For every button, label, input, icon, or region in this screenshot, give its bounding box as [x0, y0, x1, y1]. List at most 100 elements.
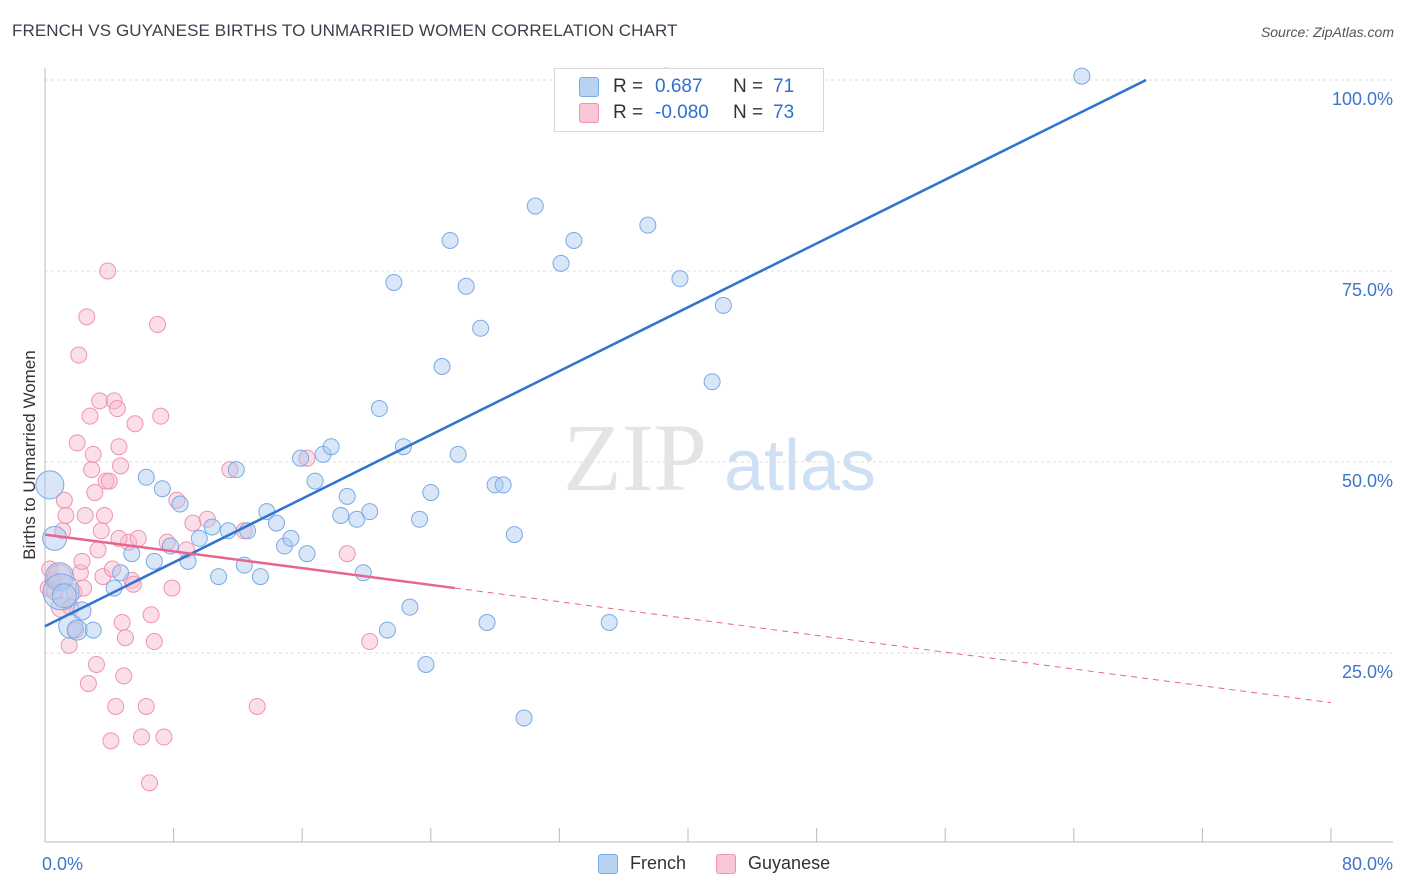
guyanese-point	[84, 445, 102, 463]
guyanese-point	[81, 407, 99, 425]
guyanese-point	[78, 308, 96, 326]
r-value: 0.687	[655, 76, 703, 97]
french-point	[42, 573, 80, 611]
guyanese-point	[92, 522, 110, 540]
legend-item-french[interactable]: French	[598, 853, 686, 874]
watermark-atlas: atlas	[724, 426, 876, 506]
french-point	[354, 564, 372, 582]
legend-row-guyanese: R = -0.080 N = 73	[579, 100, 794, 126]
guyanese-point	[79, 675, 97, 693]
guyanese-point	[65, 583, 83, 601]
y-tick-label: 75.0%	[1342, 280, 1393, 300]
french-point	[42, 525, 68, 551]
french-point	[123, 545, 141, 563]
french-point	[292, 449, 310, 467]
guyanese-point	[75, 579, 93, 597]
french-point	[66, 619, 88, 641]
french-point	[714, 296, 732, 314]
y-axis-label: Births to Unmarried Women	[20, 350, 39, 560]
legend-item-guyanese[interactable]: Guyanese	[716, 853, 830, 874]
french-points	[35, 67, 1091, 727]
guyanese-point	[83, 461, 101, 479]
french-point	[671, 270, 689, 288]
guyanese-point	[221, 461, 239, 479]
guyanese-point	[89, 541, 107, 559]
guyanese-point	[140, 774, 158, 792]
french-point	[639, 216, 657, 234]
n-label: N =	[733, 102, 764, 123]
guyanese-point	[137, 697, 155, 715]
french-point	[137, 468, 155, 486]
french-point	[600, 613, 618, 631]
guyanese-point	[132, 728, 150, 746]
french-point	[472, 319, 490, 337]
french-point	[267, 514, 285, 532]
french-point	[84, 621, 102, 639]
french-point	[51, 583, 77, 609]
french-point	[35, 470, 65, 500]
x-tick-label: 80.0%	[1342, 854, 1393, 874]
x-tick-label: 0.0%	[42, 854, 83, 874]
guyanese-point	[91, 392, 109, 410]
french-point	[298, 545, 316, 563]
r-value: -0.080	[655, 102, 709, 123]
guyanese-point	[129, 529, 147, 547]
guyanese-point	[86, 484, 104, 502]
trend-lines	[44, 78, 1332, 704]
guyanese-points	[39, 262, 379, 792]
guyanese-point	[87, 655, 105, 673]
guyanese-point	[184, 514, 202, 532]
french-point	[449, 445, 467, 463]
guyanese-label: Guyanese	[748, 853, 831, 873]
french-point	[494, 476, 512, 494]
n-value: 73	[773, 102, 795, 123]
french-point	[478, 613, 496, 631]
french-point	[251, 568, 269, 586]
french-point	[1073, 67, 1091, 85]
guyanese-point	[126, 415, 144, 433]
french-point	[370, 400, 388, 418]
guyanese-point	[149, 315, 167, 333]
guyanese-point	[112, 457, 130, 475]
guyanese-point	[142, 606, 160, 624]
r-label: R =	[613, 102, 644, 123]
french-point	[153, 480, 171, 498]
guyanese-swatch	[579, 103, 599, 123]
french-point	[112, 564, 130, 582]
chart-title: FRENCH VS GUYANESE BIRTHS TO UNMARRIED W…	[12, 21, 678, 40]
correlation-legend: R = 0.687 N = 71 R = -0.080 N = 73	[554, 68, 824, 132]
french-swatch	[598, 853, 618, 874]
french-point	[565, 231, 583, 249]
guyanese-point	[110, 529, 128, 547]
french-point	[515, 709, 533, 727]
french-label: French	[630, 853, 687, 873]
y-tick-label: 50.0%	[1342, 471, 1393, 491]
guyanese-point	[115, 667, 133, 685]
guyanese-point	[102, 732, 120, 750]
series-legend: French Guyanese	[598, 853, 860, 874]
legend-row-french: R = 0.687 N = 71	[579, 74, 794, 100]
guyanese-point	[68, 434, 86, 452]
guyanese-point	[76, 506, 94, 524]
french-point	[411, 510, 429, 528]
source-label: Source: ZipAtlas.com	[1260, 24, 1394, 40]
french-point	[422, 484, 440, 502]
guyanese-point	[99, 262, 117, 280]
guyanese-point	[298, 449, 316, 467]
french-point	[385, 273, 403, 291]
guyanese-point	[338, 545, 356, 563]
french-point	[703, 373, 721, 391]
guyanese-point	[104, 560, 122, 578]
guyanese-point	[110, 438, 128, 456]
french-point	[378, 621, 396, 639]
guyanese-point	[57, 506, 75, 524]
guyanese-point	[163, 579, 181, 597]
french-point	[417, 655, 435, 673]
guyanese-swatch	[716, 853, 737, 874]
french-point	[505, 526, 523, 544]
french-point	[322, 438, 340, 456]
n-label: N =	[733, 76, 764, 97]
guyanese-point	[95, 506, 113, 524]
french-point	[361, 503, 379, 521]
